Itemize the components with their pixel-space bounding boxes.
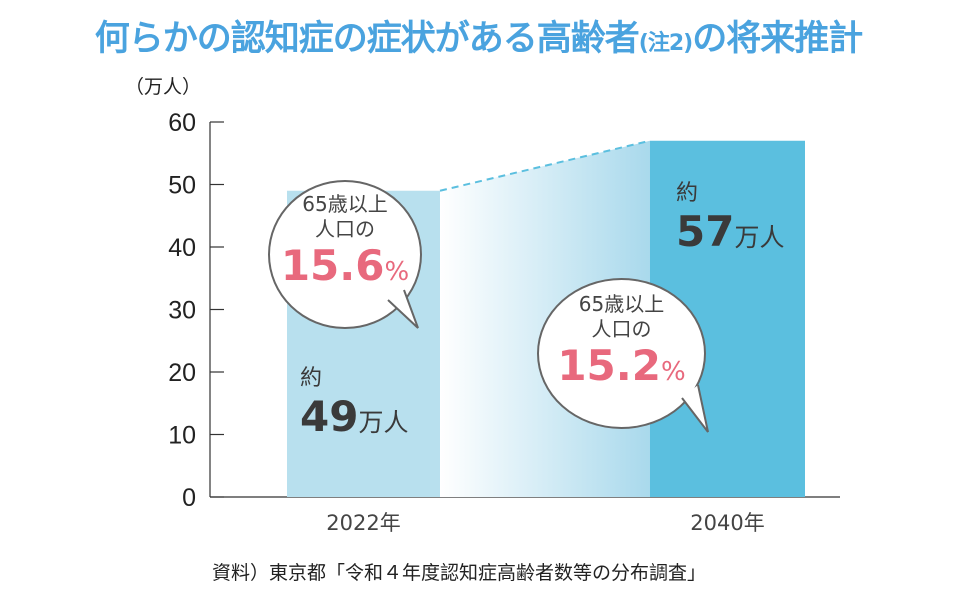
label-prefix: 約 [676,181,699,206]
bubble-line2: 人口の [591,317,652,341]
title-note: (注2) [638,31,693,56]
bubble-line1: 65歳以上 [302,192,388,216]
y-tick-label: 50 [168,172,196,200]
source-note: 資料）東京都「令和４年度認知症高齢者数等の分布調査」 [212,562,707,584]
label-value: 49 [300,392,359,441]
bubble-percent: 15.6% [270,242,420,296]
label-prefix: 約 [300,366,323,391]
x-tick-label: 2022年 [326,511,400,535]
bubble-line1: 65歳以上 [578,292,665,316]
label-value: 57 [676,207,735,256]
y-tick-label: 20 [168,359,196,387]
y-tick-label: 60 [168,109,196,137]
bubble-line2: 人口の [315,217,375,241]
x-tick-label: 2040年 [690,511,764,535]
percent-unit: % [384,257,410,287]
annotation-bubble-2022: 65歳以上 人口の 15.6% [268,180,422,329]
y-tick-label: 10 [168,422,196,450]
y-tick-label: 40 [168,234,196,262]
label-unit: 万人 [734,223,785,252]
label-unit: 万人 [358,408,409,437]
data-label-2022: 約 49万人 [300,360,408,441]
title-suffix: の将来推計 [692,19,863,59]
y-tick-label: 0 [182,484,196,512]
bubble-percent: 15.2% [539,342,704,396]
percent-value: 15.6 [280,241,385,290]
title-main: 何らかの認知症の症状がある高齢者 [94,19,640,59]
y-axis-unit: （万人） [125,76,201,98]
data-label-2040: 約 57万人 [676,175,784,256]
percent-unit: % [660,357,686,387]
annotation-bubble-2040: 65歳以上 人口の 15.2% [537,278,706,429]
y-tick-label: 30 [168,297,196,325]
chart-title: 何らかの認知症の症状がある高齢者(注2)の将来推計 [0,10,957,61]
percent-value: 15.2 [557,341,661,390]
